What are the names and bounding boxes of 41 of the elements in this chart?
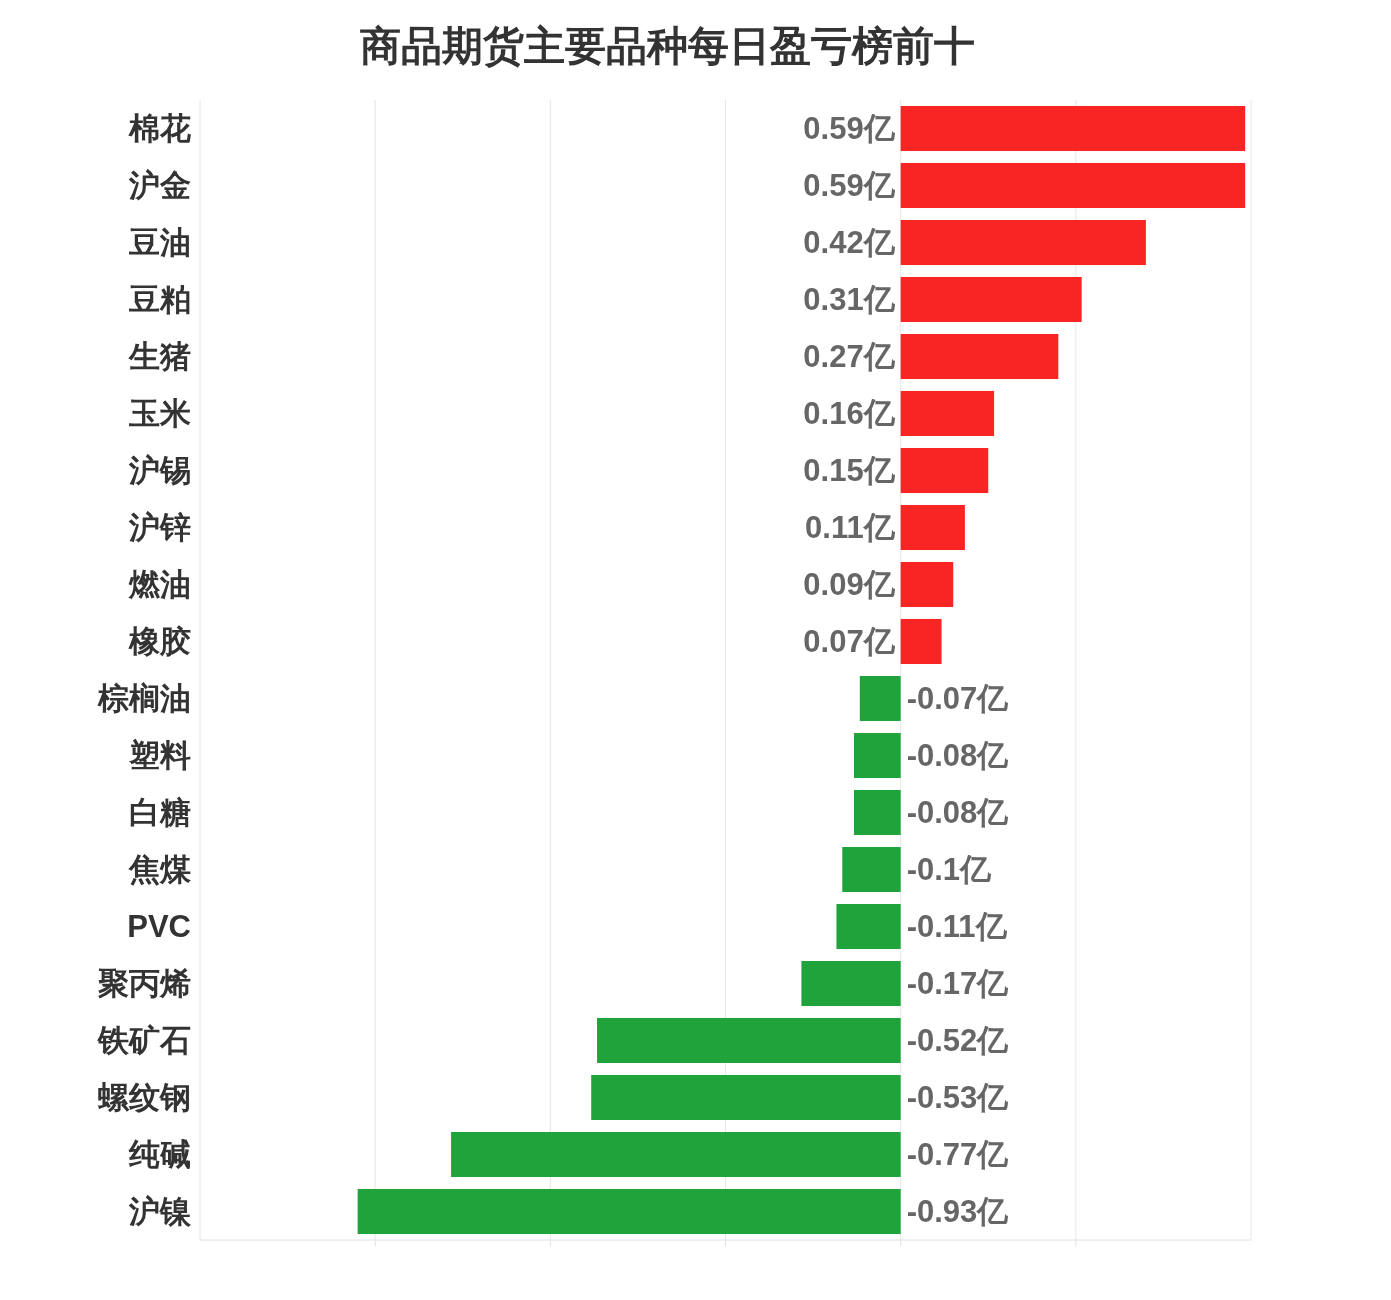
- y-tick-label: 棕榈油: [97, 681, 191, 716]
- y-tick-label: 塑料: [128, 738, 191, 773]
- y-tick-label: 沪锌: [128, 510, 191, 545]
- chart-title: 商品期货主要品种每日盈亏榜前十: [360, 23, 975, 69]
- data-label: -0.11亿: [906, 909, 1008, 944]
- y-tick-label: 沪锡: [128, 453, 191, 488]
- data-label: -0.53亿: [906, 1080, 1010, 1115]
- data-label: -0.1亿: [906, 852, 993, 887]
- y-tick-label: 橡胶: [128, 624, 191, 659]
- data-label: 0.42亿: [803, 225, 896, 260]
- y-tick-label: 生猪: [128, 339, 191, 374]
- data-label: 0.16亿: [803, 396, 896, 431]
- data-label: -0.93亿: [906, 1194, 1010, 1229]
- y-tick-label: 玉米: [128, 396, 191, 431]
- y-tick-label: 沪金: [128, 168, 191, 203]
- data-label: -0.52亿: [906, 1023, 1010, 1058]
- data-label: -0.08亿: [906, 795, 1010, 830]
- y-tick-label: 燃油: [128, 567, 191, 602]
- data-label: 0.59亿: [803, 168, 896, 203]
- y-tick-label: PVC: [127, 909, 191, 944]
- y-tick-label: 白糖: [129, 795, 191, 830]
- y-tick-label: 焦煤: [128, 852, 191, 887]
- y-tick-label: 铁矿石: [97, 1023, 191, 1058]
- y-tick-label: 豆粕: [128, 282, 191, 317]
- y-tick-label: 螺纹钢: [97, 1080, 191, 1115]
- y-tick-label: 豆油: [128, 225, 191, 260]
- y-tick-label: 聚丙烯: [97, 966, 191, 1001]
- data-label: 0.09亿: [803, 567, 896, 602]
- data-label: -0.17亿: [906, 966, 1010, 1001]
- data-label: -0.08亿: [906, 738, 1010, 773]
- y-tick-label: 棉花: [128, 111, 191, 146]
- y-tick-label: 沪镍: [128, 1194, 192, 1229]
- data-label: -0.77亿: [906, 1137, 1010, 1172]
- data-label: 0.15亿: [803, 453, 896, 488]
- data-label: 0.07亿: [803, 624, 896, 659]
- data-label: 0.31亿: [803, 282, 896, 317]
- y-tick-label: 纯碱: [128, 1137, 191, 1172]
- data-label: 0.59亿: [803, 111, 896, 146]
- data-label: 0.27亿: [803, 339, 896, 374]
- data-label: 0.11亿: [805, 510, 896, 545]
- data-label: -0.07亿: [906, 681, 1010, 716]
